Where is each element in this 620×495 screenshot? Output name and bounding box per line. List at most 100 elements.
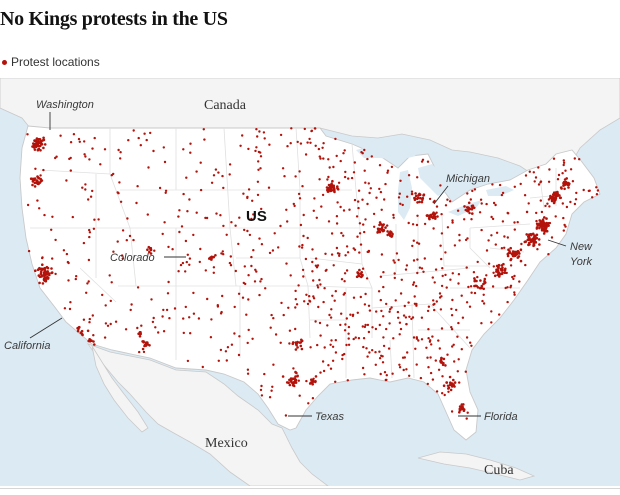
- protest-location-dot: [411, 316, 415, 319]
- protest-location-dot: [188, 257, 192, 260]
- protest-location-dot: [31, 180, 35, 183]
- protest-location-dot: [323, 346, 326, 349]
- protest-location-dot: [545, 229, 549, 233]
- protest-location-dot: [520, 242, 523, 246]
- new-york-label-line1: New: [570, 241, 593, 253]
- protest-location-dot: [482, 293, 485, 296]
- protest-location-dot: [378, 357, 382, 360]
- protest-location-dot: [163, 160, 167, 164]
- protest-location-dot: [366, 355, 369, 358]
- protest-location-dot: [239, 144, 242, 147]
- protest-location-dot: [408, 315, 411, 318]
- protest-location-dot: [263, 137, 266, 140]
- protest-location-dot: [336, 188, 340, 191]
- protest-location-dot: [569, 200, 572, 204]
- protest-location-dot: [360, 274, 364, 278]
- protest-location-dot: [513, 221, 516, 224]
- protest-location-dot: [245, 313, 248, 316]
- protest-location-dot: [405, 264, 409, 267]
- protest-location-dot: [137, 136, 140, 140]
- protest-location-dot: [366, 157, 369, 161]
- protest-location-dot: [361, 152, 364, 155]
- protest-location-dot: [280, 301, 283, 305]
- protest-location-dot: [470, 291, 473, 294]
- protest-location-dot: [552, 191, 556, 194]
- protest-location-dot: [139, 331, 142, 334]
- protest-location-dot: [500, 247, 504, 250]
- protest-location-dot: [157, 331, 160, 334]
- protest-location-dot: [162, 146, 165, 149]
- new-york-label-line2: York: [570, 256, 593, 268]
- protest-location-dot: [545, 217, 548, 220]
- protest-location-dot: [334, 351, 338, 354]
- protest-location-dot: [326, 324, 329, 327]
- protest-location-dot: [492, 265, 495, 268]
- protest-location-dot: [498, 183, 502, 187]
- protest-location-dot: [421, 198, 424, 202]
- protest-location-dot: [351, 314, 355, 318]
- protest-location-dot: [288, 342, 291, 345]
- protest-location-dot: [538, 226, 541, 230]
- protest-location-dot: [561, 172, 564, 175]
- protest-location-dot: [31, 177, 35, 181]
- protest-location-dot: [214, 168, 218, 171]
- protest-location-dot: [435, 390, 439, 393]
- protest-location-dot: [364, 323, 367, 327]
- protest-location-dot: [74, 277, 78, 281]
- protest-location-dot: [374, 363, 377, 366]
- new-york-leader-line: [547, 239, 567, 247]
- protest-location-dot: [26, 203, 30, 207]
- protest-location-dot: [410, 192, 414, 196]
- protest-location-dot: [259, 388, 263, 392]
- protest-location-dot: [347, 332, 350, 335]
- protest-location-dot: [284, 414, 288, 417]
- protest-location-dot: [502, 262, 505, 266]
- protest-location-dot: [513, 291, 516, 294]
- protest-location-dot: [531, 232, 535, 236]
- protest-location-dot: [375, 196, 378, 199]
- protest-location-dot: [370, 155, 373, 158]
- protest-location-dot: [451, 272, 454, 275]
- protest-location-dot: [50, 267, 53, 270]
- protest-location-dot: [36, 141, 39, 145]
- protest-location-dot: [480, 202, 483, 205]
- protest-location-dot: [456, 335, 459, 338]
- protest-location-dot: [314, 320, 317, 323]
- protest-location-dot: [438, 347, 441, 350]
- protest-location-dot: [524, 263, 527, 267]
- protest-location-dot: [91, 189, 94, 193]
- protest-location-dot: [458, 233, 461, 237]
- protest-location-dot: [339, 159, 342, 163]
- protest-location-dot: [39, 144, 42, 147]
- protest-location-dot: [347, 343, 351, 346]
- protest-location-dot: [392, 213, 395, 217]
- protest-location-dot: [149, 248, 152, 252]
- protest-location-dot: [26, 133, 29, 136]
- protest-location-dot: [382, 336, 385, 339]
- protest-location-dot: [343, 175, 347, 179]
- protest-location-dot: [379, 222, 383, 226]
- protest-location-dot: [331, 294, 334, 297]
- protest-location-dot: [506, 252, 510, 256]
- protest-location-dot: [330, 308, 333, 311]
- protest-location-dot: [141, 347, 145, 351]
- protest-location-dot: [401, 203, 404, 207]
- protest-location-dot: [318, 155, 321, 158]
- protest-location-dot: [289, 274, 292, 277]
- protest-location-dot: [382, 285, 385, 289]
- protest-location-dot: [416, 201, 419, 204]
- protest-location-dot: [457, 321, 460, 325]
- annotation-washington: Washington: [36, 99, 94, 130]
- protest-location-dot: [461, 316, 465, 319]
- protest-location-dot: [38, 207, 41, 210]
- protest-location-dot: [308, 382, 312, 385]
- michigan-leader-line: [433, 185, 449, 205]
- protest-location-dot: [365, 347, 368, 350]
- protest-location-dot: [540, 210, 544, 214]
- protest-location-dot: [27, 249, 31, 253]
- protest-location-dot: [214, 254, 217, 257]
- protest-location-dot: [248, 233, 252, 237]
- protest-location-dot: [356, 235, 359, 238]
- protest-location-dot: [556, 194, 559, 197]
- protest-location-dot: [447, 387, 450, 390]
